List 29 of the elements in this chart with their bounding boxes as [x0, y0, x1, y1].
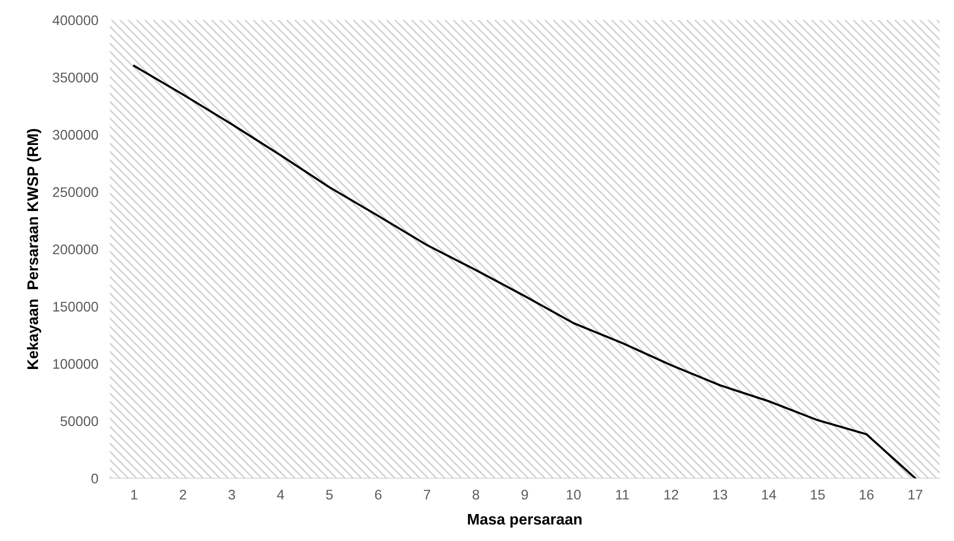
x-tick-label: 12	[664, 490, 678, 500]
x-tick-label: 15	[810, 490, 825, 500]
x-tick-label: 14	[762, 490, 776, 500]
x-tick-label: 11	[616, 490, 629, 500]
x-tick-label: 6	[375, 490, 382, 500]
x-tick-label: 9	[521, 490, 528, 500]
x-tick-label: 3	[228, 490, 236, 500]
x-tick-label: 13	[713, 490, 728, 500]
y-tick-label: 100000	[53, 359, 98, 369]
y-tick-label: 350000	[52, 72, 98, 82]
y-tick-label: 250000	[52, 187, 98, 198]
x-tick-label: 5	[326, 490, 333, 500]
x-tick-label: 8	[472, 490, 480, 500]
y-tick-label: 0	[91, 474, 98, 484]
x-tick-label: 16	[860, 490, 874, 500]
x-tick-label: 4	[277, 490, 284, 500]
y-axis-title: Kekayaan Persaraan KWSP (RM)	[26, 129, 42, 369]
y-tick-label: 400000	[52, 15, 98, 26]
x-tick-label: 17	[908, 490, 922, 500]
line-series	[133, 64, 916, 478]
y-tick-label: 200000	[52, 244, 98, 254]
x-tick-label: 10	[566, 490, 581, 500]
x-tick-label: 7	[424, 490, 430, 500]
y-tick-label: 50000	[60, 416, 98, 426]
x-tick-label: 1	[131, 490, 138, 500]
x-tick-label: 2	[180, 490, 186, 500]
y-tick-label: 150000	[53, 302, 98, 312]
x-axis-title: Masa persaraan	[468, 514, 582, 528]
y-tick-label: 300000	[52, 130, 98, 140]
